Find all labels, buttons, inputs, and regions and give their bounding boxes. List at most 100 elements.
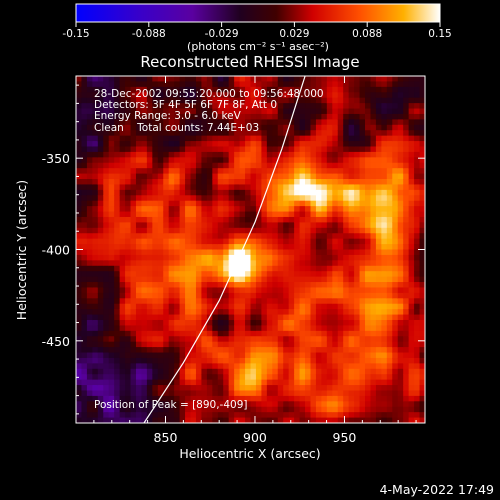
colorbar-tick-label: 0.029 — [279, 28, 309, 40]
heatmap-cell — [283, 401, 290, 408]
heatmap-cell — [266, 309, 273, 316]
heatmap-cell — [141, 352, 148, 359]
heatmap-cell — [397, 184, 404, 191]
heatmap-cell — [103, 195, 110, 202]
heatmap-cell — [359, 151, 366, 158]
heatmap-cell — [272, 357, 279, 364]
heatmap-cell — [294, 227, 301, 234]
heatmap-cell — [119, 206, 126, 213]
heatmap-cell — [114, 417, 121, 423]
heatmap-cell — [408, 249, 415, 256]
heatmap-cell — [190, 206, 197, 213]
heatmap-cell — [157, 179, 164, 186]
heatmap-cell — [315, 347, 322, 354]
heatmap-cell — [305, 260, 312, 267]
heatmap-cell — [365, 168, 372, 175]
heatmap-cell — [146, 124, 153, 131]
heatmap-cell — [359, 271, 366, 278]
heatmap-cell — [119, 395, 126, 402]
heatmap-cell — [310, 254, 317, 261]
heatmap-cell — [212, 195, 219, 202]
heatmap-cell — [119, 282, 126, 289]
heatmap-cell — [255, 347, 262, 354]
heatmap-cell — [185, 173, 192, 180]
heatmap-cell — [86, 336, 93, 343]
heatmap-cell — [81, 238, 88, 245]
heatmap-cell — [419, 195, 425, 202]
heatmap-cell — [354, 130, 361, 137]
heatmap-cell — [386, 211, 393, 218]
heatmap-cell — [223, 184, 230, 191]
heatmap-cell — [370, 390, 377, 397]
heatmap-cell — [343, 179, 350, 186]
heatmap-cell — [190, 412, 197, 419]
heatmap-cell — [185, 168, 192, 175]
heatmap-cell — [386, 184, 393, 191]
heatmap-cell — [348, 189, 355, 196]
heatmap-cell — [223, 157, 230, 164]
heatmap-cell — [86, 287, 93, 294]
heatmap-cell — [266, 287, 273, 294]
heatmap-cell — [403, 276, 410, 283]
heatmap-cell — [81, 390, 88, 397]
heatmap-cell — [217, 363, 224, 370]
heatmap-cell — [217, 276, 224, 283]
heatmap-cell — [146, 227, 153, 234]
heatmap-cell — [130, 179, 137, 186]
heatmap-cell — [103, 385, 110, 392]
heatmap-cell — [146, 341, 153, 348]
heatmap-cell — [272, 157, 279, 164]
heatmap-cell — [125, 412, 132, 419]
heatmap-cell — [108, 363, 115, 370]
heatmap-cell — [414, 184, 421, 191]
heatmap-cell — [392, 168, 399, 175]
heatmap-cell — [321, 319, 328, 326]
heatmap-cell — [86, 298, 93, 305]
heatmap-cell — [294, 406, 301, 413]
heatmap-cell — [152, 330, 159, 337]
heatmap-cell — [321, 200, 328, 207]
heatmap-cell — [163, 206, 170, 213]
heatmap-cell — [103, 238, 110, 245]
heatmap-cell — [359, 206, 366, 213]
heatmap-cell — [354, 336, 361, 343]
heatmap-cell — [375, 260, 382, 267]
heatmap-cell — [321, 298, 328, 305]
heatmap-cell — [185, 412, 192, 419]
heatmap-cell — [348, 81, 355, 88]
heatmap-cell — [130, 271, 137, 278]
heatmap-cell — [255, 379, 262, 386]
heatmap-cell — [305, 417, 312, 423]
heatmap-cell — [321, 211, 328, 218]
heatmap-cell — [135, 401, 143, 408]
heatmap-cell — [212, 254, 219, 261]
heatmap-cell — [315, 135, 322, 142]
heatmap-cell — [343, 352, 350, 359]
heatmap-cell — [103, 108, 110, 115]
heatmap-cell — [419, 238, 425, 245]
heatmap-cell — [168, 86, 175, 93]
heatmap-cell — [403, 254, 410, 261]
heatmap-cell — [245, 238, 252, 245]
heatmap-cell — [255, 406, 262, 413]
heatmap-cell — [152, 314, 159, 321]
heatmap-cell — [332, 298, 339, 305]
heatmap-cell — [277, 347, 284, 354]
heatmap-cell — [261, 385, 268, 392]
heatmap-cell — [359, 352, 366, 359]
heatmap-cell — [403, 292, 410, 299]
heatmap-cell — [135, 303, 143, 310]
heatmap-cell — [397, 417, 404, 423]
heatmap-cell — [125, 211, 132, 218]
heatmap-cell — [332, 271, 339, 278]
heatmap-cell — [86, 385, 93, 392]
heatmap-cell — [141, 97, 148, 104]
heatmap-cell — [141, 336, 148, 343]
heatmap-cell — [217, 103, 224, 110]
heatmap-cell — [217, 417, 224, 423]
heatmap-cell — [234, 319, 241, 326]
heatmap-cell — [392, 314, 399, 321]
heatmap-cell — [315, 124, 322, 131]
heatmap-cell — [326, 97, 333, 104]
heatmap-cell — [283, 406, 290, 413]
